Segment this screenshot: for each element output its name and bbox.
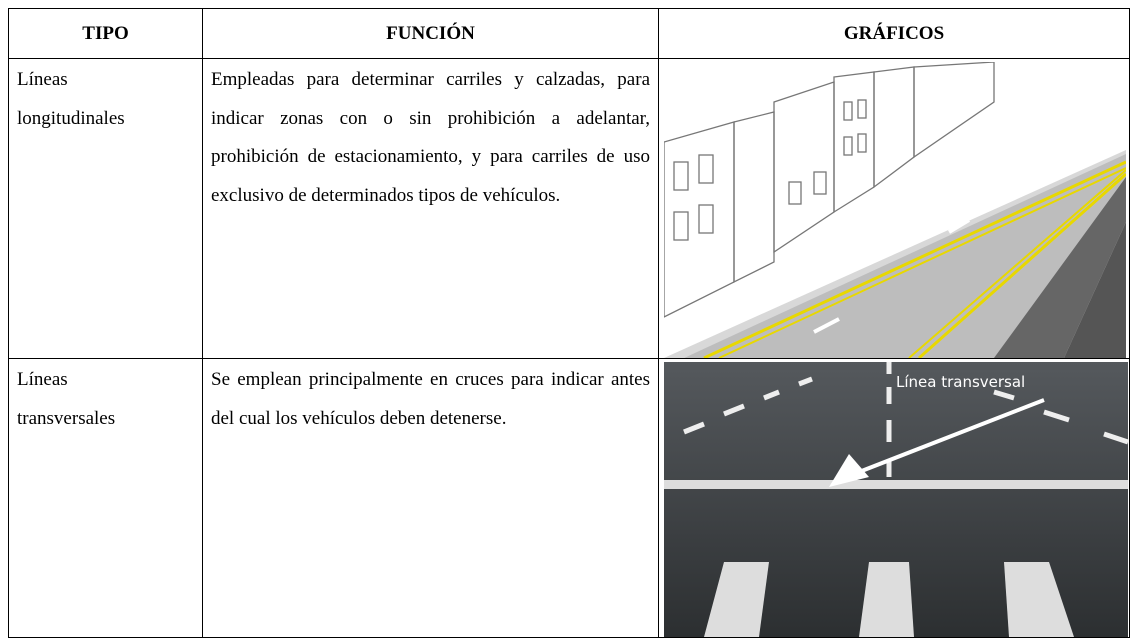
cell: Líneas transversales: [8, 358, 203, 638]
row: Líneas longitudinales Empleadas para det…: [8, 58, 1130, 359]
cell: Líneas longitudinales: [8, 58, 203, 359]
cell: [658, 58, 1130, 359]
row: Líneas transversales Se emplean principa…: [8, 358, 1130, 638]
image-label: Línea transversal: [896, 373, 1025, 391]
function-text: Se emplean principalmente en cruces para…: [211, 369, 650, 429]
cell: Línea transversal: [658, 358, 1130, 638]
cell: Empleadas para determinar carriles y cal…: [202, 58, 659, 359]
road-sketch: [664, 62, 1126, 358]
cell: Se emplean principalmente en cruces para…: [202, 358, 659, 638]
header-cell: TIPO: [8, 8, 203, 59]
header-row: TIPO FUNCIÓN GRÁFICOS: [8, 8, 1130, 59]
table: TIPO FUNCIÓN GRÁFICOS Líneas longitudina…: [8, 8, 1130, 638]
function-text: Empleadas para determinar carriles y cal…: [211, 69, 650, 206]
type-text: Líneas transversales: [17, 369, 116, 429]
header-cell: FUNCIÓN: [202, 8, 659, 59]
type-text: Líneas longitudinales: [17, 69, 125, 129]
header-cell: GRÁFICOS: [658, 8, 1130, 59]
street-photo: Línea transversal: [664, 362, 1128, 637]
